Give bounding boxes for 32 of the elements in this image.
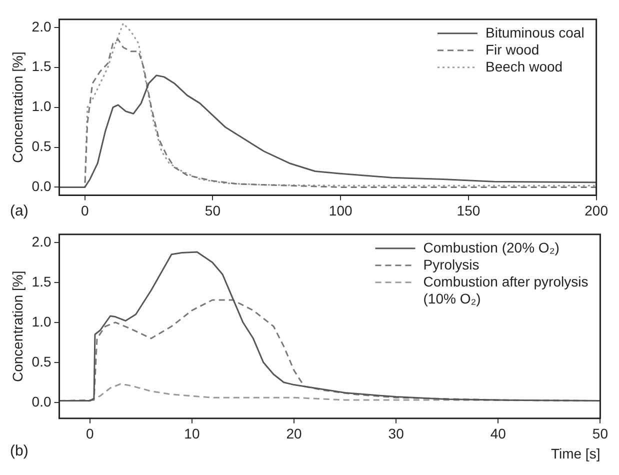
legend-label: Combustion after pyrolysis (10% O₂) bbox=[423, 273, 588, 306]
x-tick-label: 50 bbox=[592, 426, 608, 442]
x-axis-title: Time [s] bbox=[550, 445, 600, 462]
legend-label: Beech wood bbox=[485, 58, 563, 74]
y-tick-label: 0.0 bbox=[32, 178, 52, 194]
x-tick-label: 150 bbox=[456, 202, 480, 218]
y-axis-title: Concentration [%] bbox=[9, 270, 26, 382]
y-tick-label: 2.0 bbox=[32, 233, 52, 250]
y-tick-label: 1.0 bbox=[32, 98, 52, 114]
legend-label: Bituminous coal bbox=[485, 24, 584, 40]
y-tick-label: 0.5 bbox=[32, 353, 52, 370]
y-tick-label: 0.0 bbox=[32, 393, 52, 410]
x-tick-label: 100 bbox=[328, 202, 352, 218]
x-tick-label: 50 bbox=[204, 202, 221, 218]
legend-label: Fir wood bbox=[485, 41, 540, 58]
x-tick-label: 20 bbox=[286, 426, 302, 442]
x-tick-label: 40 bbox=[490, 426, 506, 442]
legend-label: Combustion (20% O₂) bbox=[423, 239, 560, 256]
y-tick-label: 2.0 bbox=[32, 18, 52, 34]
y-tick-label: 1.0 bbox=[32, 313, 52, 330]
legend-label: Pyrolysis bbox=[423, 256, 480, 272]
x-tick-label: 0 bbox=[86, 426, 94, 442]
x-tick-label: 200 bbox=[584, 202, 608, 218]
x-tick-label: 0 bbox=[80, 202, 89, 218]
text: (a) bbox=[10, 202, 28, 220]
y-axis-title: Concentration [%] bbox=[9, 52, 26, 163]
x-tick-label: 10 bbox=[184, 426, 200, 442]
y-tick-label: 1.5 bbox=[32, 58, 52, 74]
y-tick-label: 0.5 bbox=[32, 138, 52, 154]
x-tick-label: 30 bbox=[388, 426, 404, 442]
text: (b) bbox=[10, 442, 28, 460]
y-tick-label: 1.5 bbox=[32, 273, 52, 290]
